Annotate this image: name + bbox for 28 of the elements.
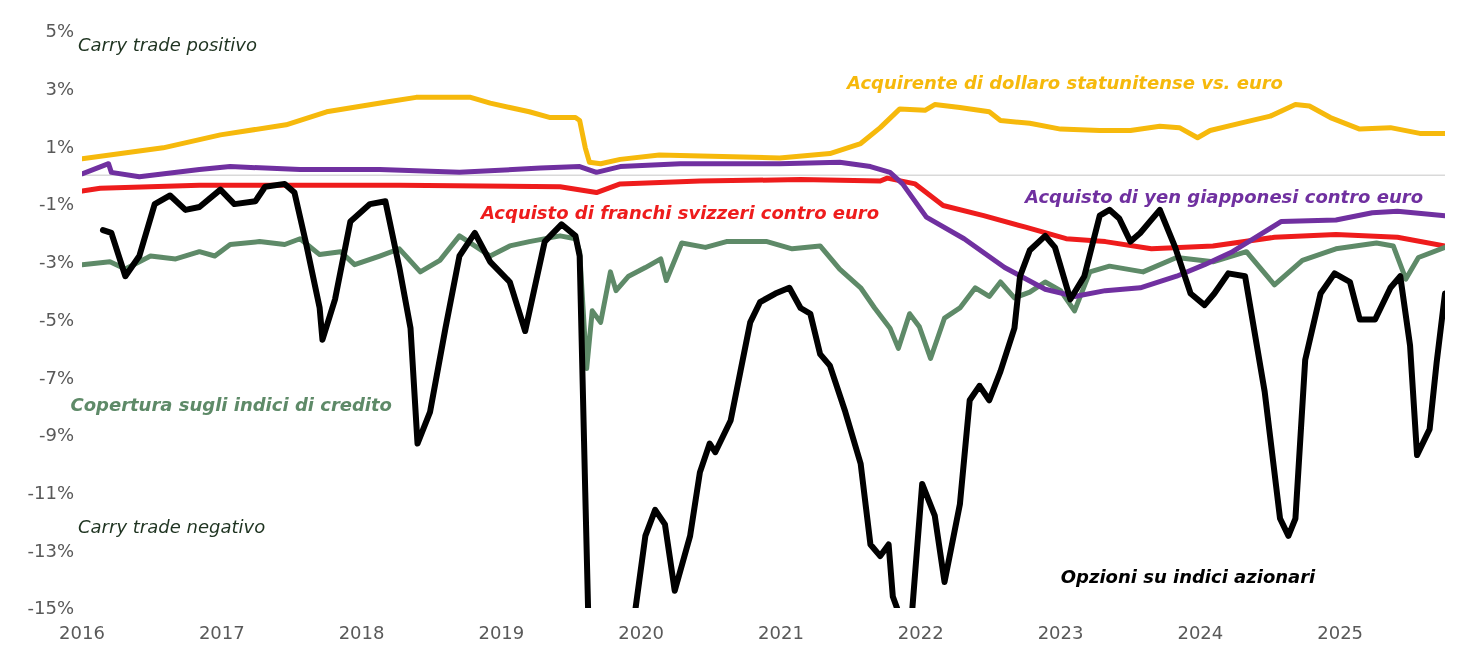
y-tick-label: 5% xyxy=(45,20,74,42)
x-tick-label: 2023 xyxy=(1037,621,1084,643)
x-tick-label: 2025 xyxy=(1317,621,1364,643)
y-tick-label: -7% xyxy=(38,366,74,388)
y-tick-label: -3% xyxy=(38,251,74,273)
x-tick-label: 2017 xyxy=(198,621,245,643)
y-tick-label: -15% xyxy=(27,597,74,619)
series-label: Acquirente di dollaro statunitense vs. euro xyxy=(847,71,1283,95)
x-tick-label: 2020 xyxy=(618,621,665,643)
x-tick-label: 2018 xyxy=(338,621,385,643)
text: Opzioni su indici azionari xyxy=(1060,565,1316,589)
y-tick-label: -13% xyxy=(27,539,74,561)
x-tick-label: 2022 xyxy=(897,621,944,643)
y-tick-label: -5% xyxy=(38,308,74,330)
x-tick-label: 2016 xyxy=(59,621,105,643)
y-tick-label: 1% xyxy=(45,135,74,157)
y-tick-label: -11% xyxy=(27,481,74,503)
annotation: Carry trade positivo xyxy=(78,33,258,57)
annotation: Carry trade negativo xyxy=(78,515,266,539)
y-tick-label: -9% xyxy=(38,424,74,446)
series-label: Acquisto di yen giapponesi contro euro xyxy=(1025,185,1423,209)
x-tick-label: 2024 xyxy=(1177,621,1224,643)
x-tick-label: 2019 xyxy=(478,621,525,643)
text: Copertura sugli indici di credito xyxy=(70,393,392,417)
y-tick-label: -1% xyxy=(38,193,74,215)
x-tick-label: 2021 xyxy=(758,621,804,643)
series-label: Acquisto di franchi svizzeri contro euro xyxy=(480,201,880,225)
y-tick-label: 3% xyxy=(45,78,74,100)
